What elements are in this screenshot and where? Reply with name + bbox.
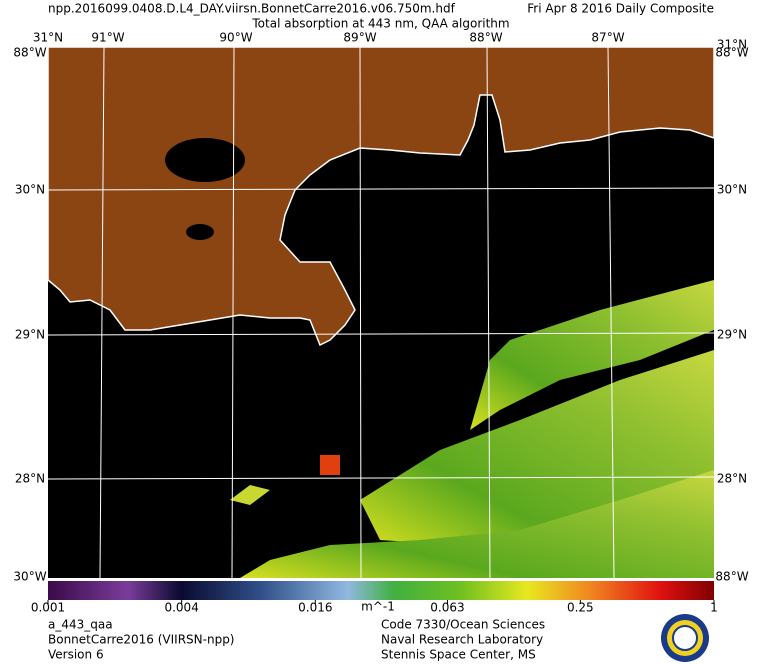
top-label: 89°W bbox=[343, 31, 376, 45]
file-name: npp.2016099.0408.D.L4_DAY.viirsn.BonnetC… bbox=[48, 2, 456, 16]
footer-right: Stennis Space Center, MS bbox=[381, 648, 536, 662]
lat-label: 29°N bbox=[717, 328, 747, 342]
plume bbox=[470, 280, 714, 430]
lat-label: 29°N bbox=[15, 328, 45, 342]
footer-left: Version 6 bbox=[48, 648, 104, 662]
colorbar-tick-label: 0.004 bbox=[164, 601, 198, 615]
footer-left: BonnetCarre2016 (VIIRSN-npp) bbox=[48, 633, 235, 647]
lat-label: 30°N bbox=[15, 183, 45, 197]
top-label: 90°W bbox=[219, 31, 252, 45]
colorbar-tick-label: 1 bbox=[710, 601, 718, 615]
logo bbox=[661, 614, 709, 662]
footer-right: Code 7330/Ocean Sciences bbox=[381, 618, 545, 632]
footer-right: Naval Research Laboratory bbox=[381, 633, 543, 647]
top-label: 87°W bbox=[591, 31, 624, 45]
grid-line bbox=[607, 46, 615, 579]
colorbar-tick-label: 0.25 bbox=[567, 601, 594, 615]
grid-line bbox=[47, 187, 715, 191]
corner-label: 88°W bbox=[715, 46, 748, 60]
plume bbox=[240, 470, 714, 578]
corner-label: 30°W bbox=[13, 570, 46, 584]
plume bbox=[360, 350, 714, 545]
lat-label: 28°N bbox=[717, 472, 747, 486]
lat-label: 30°N bbox=[717, 183, 747, 197]
grid-line bbox=[47, 332, 715, 336]
plume bbox=[320, 455, 340, 475]
subtitle: Total absorption at 443 nm, QAA algorith… bbox=[251, 17, 509, 31]
colorbar-unit: m^-1 bbox=[361, 600, 395, 614]
grid-line bbox=[231, 46, 235, 579]
colorbar-tick-label: 0.001 bbox=[31, 601, 65, 615]
colorbar-tick-label: 0.063 bbox=[430, 601, 464, 615]
grid-line bbox=[486, 46, 491, 579]
colorbar bbox=[48, 581, 714, 600]
date: Fri Apr 8 2016 Daily Composite bbox=[527, 2, 714, 16]
grid-line bbox=[47, 476, 715, 480]
top-label: 91°W bbox=[91, 31, 124, 45]
graticule bbox=[47, 46, 715, 579]
top-label: 88°W bbox=[469, 31, 502, 45]
land bbox=[47, 46, 715, 347]
plume bbox=[230, 485, 270, 505]
footer-left: a_443_qaa bbox=[48, 618, 113, 632]
top-label: 31°N bbox=[33, 31, 63, 45]
lat-label: 28°N bbox=[15, 472, 45, 486]
colorbar-tick-label: 0.016 bbox=[298, 601, 332, 615]
lake bbox=[186, 224, 214, 240]
top-label: 31°N bbox=[717, 38, 747, 52]
corner-label: 88°W bbox=[13, 46, 46, 60]
grid-line bbox=[359, 46, 362, 579]
grid-line bbox=[99, 46, 105, 579]
corner-label: 88°W bbox=[715, 570, 748, 584]
lake bbox=[165, 138, 245, 182]
